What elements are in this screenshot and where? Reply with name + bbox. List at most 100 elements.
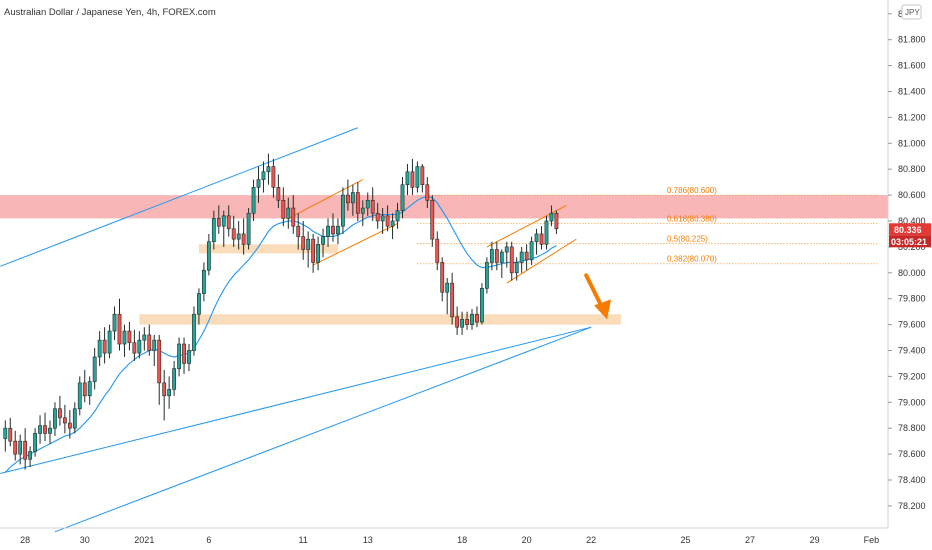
candle-body[interactable] xyxy=(316,244,320,263)
candle-body[interactable] xyxy=(291,207,296,227)
candle-body[interactable] xyxy=(465,319,469,325)
candle-body[interactable] xyxy=(172,368,177,390)
candle-body[interactable] xyxy=(157,339,162,384)
candle-body[interactable] xyxy=(375,212,380,222)
candle-body[interactable] xyxy=(231,228,236,240)
candle-body[interactable] xyxy=(221,215,226,227)
candle-body[interactable] xyxy=(311,238,316,263)
candle-body[interactable] xyxy=(276,187,281,201)
candle-body[interactable] xyxy=(132,342,137,354)
candle-body[interactable] xyxy=(450,282,455,318)
time-axis[interactable]: 28 30 2021 6 11 13 18 20 22 25 27 29 Feb xyxy=(0,527,888,545)
candle-body[interactable] xyxy=(455,316,460,328)
candle-body[interactable] xyxy=(197,293,201,315)
candle-body[interactable] xyxy=(187,350,191,364)
candle-body[interactable] xyxy=(33,433,37,452)
candle-body[interactable] xyxy=(281,199,286,219)
candle-body[interactable] xyxy=(256,179,261,188)
candle-body[interactable] xyxy=(489,249,494,263)
candle-body[interactable] xyxy=(385,215,390,227)
candle-body[interactable] xyxy=(544,220,549,245)
candle-body[interactable] xyxy=(13,440,18,455)
candle-body[interactable] xyxy=(48,427,52,434)
candle-body[interactable] xyxy=(8,427,13,442)
candle-body[interactable] xyxy=(241,233,246,245)
candle-body[interactable] xyxy=(177,343,181,369)
candle-body[interactable] xyxy=(236,233,241,240)
candle-body[interactable] xyxy=(480,288,484,323)
candle-body[interactable] xyxy=(345,194,350,204)
candle-body[interactable] xyxy=(211,218,216,243)
candle-body[interactable] xyxy=(460,319,464,328)
candle-body[interactable] xyxy=(485,262,489,289)
candle-body[interactable] xyxy=(192,313,196,351)
candle-body[interactable] xyxy=(470,313,474,325)
candle-body[interactable] xyxy=(390,220,395,227)
candle-body[interactable] xyxy=(524,251,529,261)
candle-body[interactable] xyxy=(137,339,142,354)
candle-body[interactable] xyxy=(395,210,400,222)
candle-body[interactable] xyxy=(494,249,499,263)
price-axis[interactable]: 78.200 78.400 78.600 78.800 79.000 79.200 79.4… xyxy=(887,0,932,550)
candle-body[interactable] xyxy=(72,408,77,429)
candle-body[interactable] xyxy=(549,212,554,222)
candle-body[interactable] xyxy=(539,233,544,245)
candle-body[interactable] xyxy=(514,262,519,274)
candle-body[interactable] xyxy=(420,166,425,186)
candle-body[interactable] xyxy=(182,343,186,364)
candle-body[interactable] xyxy=(499,251,504,263)
candle-body[interactable] xyxy=(410,171,415,188)
candle-body[interactable] xyxy=(23,440,28,460)
candle-body[interactable] xyxy=(112,313,117,332)
candle-body[interactable] xyxy=(445,282,450,293)
candle-body[interactable] xyxy=(440,262,445,293)
candle-body[interactable] xyxy=(415,166,420,188)
candle-body[interactable] xyxy=(97,339,102,358)
candle-body[interactable] xyxy=(246,212,251,245)
candle-body[interactable] xyxy=(430,199,435,240)
candle-body[interactable] xyxy=(261,171,266,180)
candle-body[interactable] xyxy=(122,330,127,345)
candle-body[interactable] xyxy=(350,192,355,204)
candle-body[interactable] xyxy=(341,194,345,227)
candle-body[interactable] xyxy=(400,184,405,211)
candle-body[interactable] xyxy=(142,334,147,341)
candle-body[interactable] xyxy=(301,236,306,250)
candle-body[interactable] xyxy=(206,241,211,271)
candle-body[interactable] xyxy=(529,241,534,261)
candle-body[interactable] xyxy=(167,389,172,397)
candle-body[interactable] xyxy=(102,339,107,354)
candle-body[interactable] xyxy=(3,427,8,439)
candle-body[interactable] xyxy=(53,408,57,429)
candle-body[interactable] xyxy=(286,207,291,219)
candle-body[interactable] xyxy=(127,330,132,344)
candle-body[interactable] xyxy=(77,382,82,410)
candle-body[interactable] xyxy=(226,215,231,230)
candle-body[interactable] xyxy=(43,425,47,434)
candle-body[interactable] xyxy=(296,225,301,237)
candle-body[interactable] xyxy=(519,251,524,263)
candle-body[interactable] xyxy=(326,225,330,237)
candle-body[interactable] xyxy=(534,233,539,243)
candle-body[interactable] xyxy=(216,218,221,227)
currency-box[interactable] xyxy=(901,4,922,20)
candle-body[interactable] xyxy=(147,334,152,351)
candle-body[interactable] xyxy=(251,187,256,214)
candle-body[interactable] xyxy=(87,381,92,397)
candle-body[interactable] xyxy=(152,339,157,351)
candle-body[interactable] xyxy=(360,207,365,214)
candle-body[interactable] xyxy=(331,225,335,235)
candle-body[interactable] xyxy=(28,451,33,460)
candles-layer[interactable] xyxy=(3,153,559,470)
candle-body[interactable] xyxy=(58,408,62,419)
candle-body[interactable] xyxy=(67,422,72,429)
candle-body[interactable] xyxy=(162,382,167,397)
candle-body[interactable] xyxy=(92,356,97,382)
candle-body[interactable] xyxy=(380,215,385,222)
candle-body[interactable] xyxy=(509,246,514,274)
candle-body[interactable] xyxy=(321,236,325,245)
candle-body[interactable] xyxy=(117,313,122,345)
candle-body[interactable] xyxy=(18,440,23,455)
candle-body[interactable] xyxy=(107,330,112,354)
